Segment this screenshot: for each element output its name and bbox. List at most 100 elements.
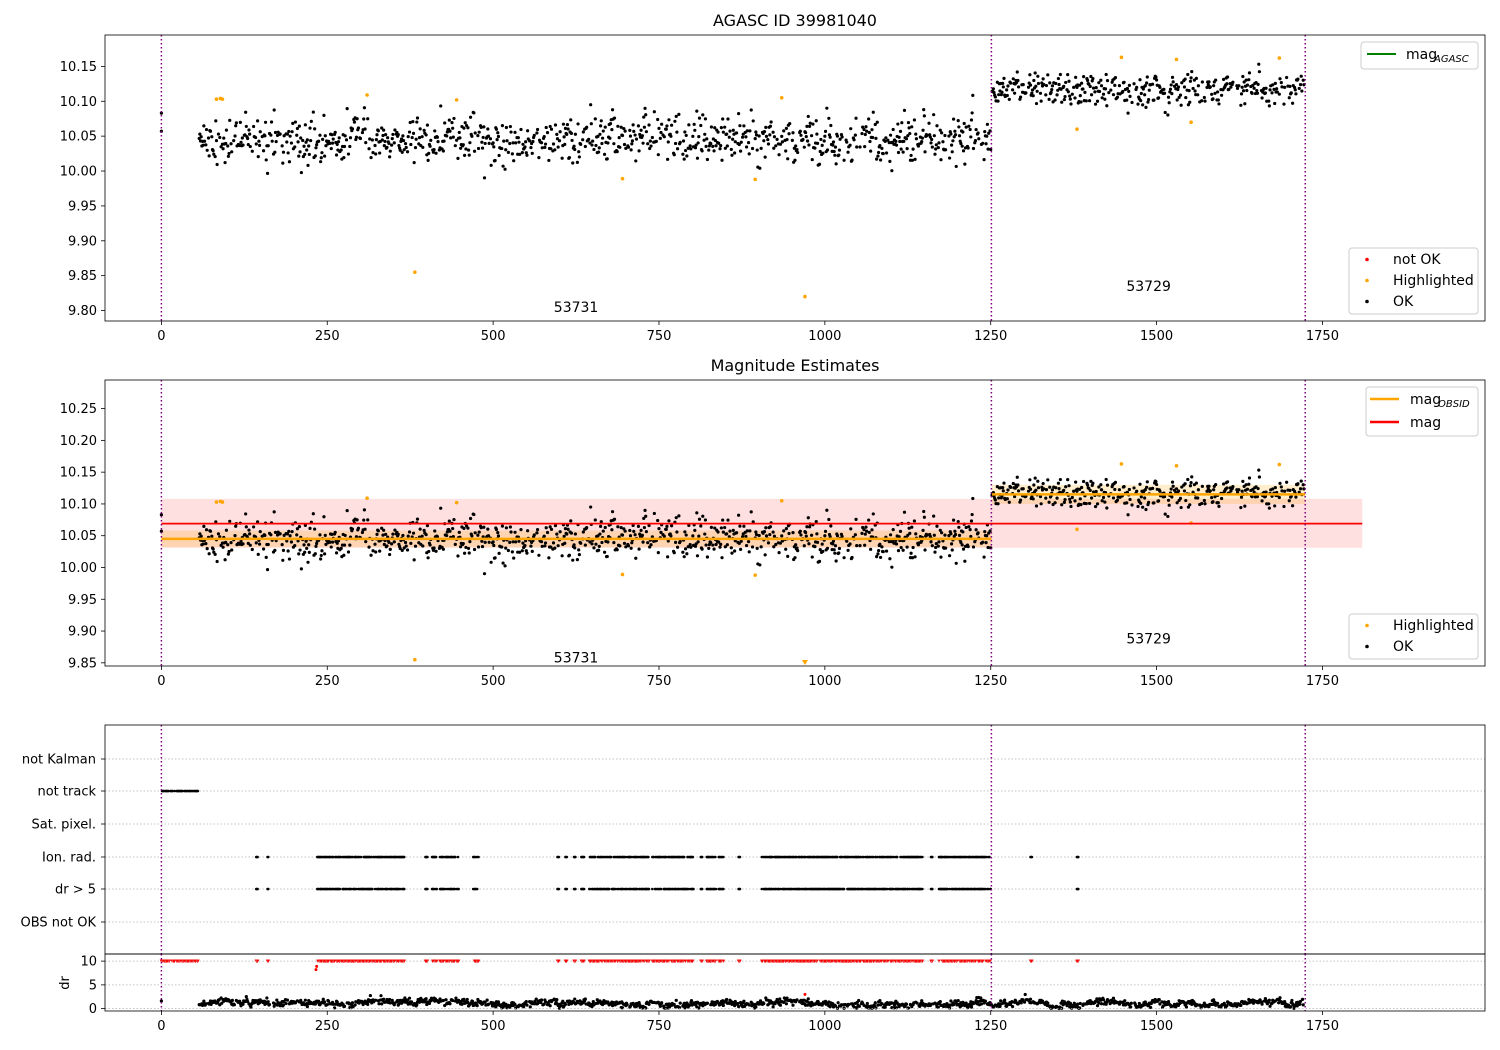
ok-point [906, 120, 911, 125]
ok-point [642, 516, 646, 520]
ok-point [667, 519, 671, 523]
ok-point [818, 548, 822, 552]
x-tick-label: 1000 [808, 674, 841, 689]
ok-point [1154, 480, 1158, 484]
ok-point [201, 542, 205, 546]
ok-point [254, 135, 258, 140]
ok-point [897, 535, 901, 539]
ok-point [342, 543, 347, 547]
highlighted-point [753, 177, 757, 182]
ok-point [1139, 495, 1143, 499]
dr-point [1011, 1004, 1015, 1009]
ok-point [286, 549, 290, 553]
flag-point [635, 887, 639, 891]
ok-point [307, 543, 311, 547]
ok-point [297, 525, 301, 529]
ok-point [255, 119, 260, 123]
ok-point [700, 547, 704, 551]
ok-point [697, 116, 702, 120]
dr-point [220, 1001, 224, 1005]
ok-point [264, 158, 268, 162]
ok-point [928, 135, 932, 139]
ok-point [1031, 497, 1035, 501]
ok-point [549, 545, 553, 549]
highlighted-point [620, 176, 625, 181]
ok-point [1033, 476, 1037, 480]
ok-point [871, 512, 875, 516]
ok-point [805, 124, 809, 128]
ok-point [333, 130, 337, 135]
ok-point [482, 176, 487, 180]
ok-point [657, 126, 661, 130]
dr-point [1028, 997, 1033, 1001]
ok-point [606, 141, 610, 145]
ok-point [319, 557, 323, 561]
ok-point [827, 116, 831, 120]
ok-point [303, 550, 307, 554]
ok-point [215, 162, 219, 167]
ok-point [299, 136, 303, 140]
ok-point [425, 524, 430, 528]
ok-point [605, 157, 609, 161]
ok-point [737, 541, 741, 545]
dr-point [444, 998, 448, 1002]
ok-point [1191, 86, 1195, 91]
ok-point [815, 141, 820, 146]
ok-point [333, 530, 337, 534]
ok-point [228, 118, 232, 122]
ok-point [581, 530, 585, 534]
ok-point [480, 140, 484, 144]
legend-entry-mag: mag [1370, 415, 1441, 431]
ok-point [817, 162, 822, 166]
ok-point [560, 156, 564, 160]
highlighted-point [1174, 57, 1179, 62]
ok-point [720, 158, 724, 162]
ok-point [572, 543, 576, 547]
ok-point [901, 150, 905, 154]
ok-point [894, 542, 899, 546]
ok-point [608, 136, 612, 140]
ok-point [529, 145, 533, 150]
ok-point [910, 556, 915, 560]
ok-point [258, 130, 262, 134]
ok-point [589, 103, 593, 107]
ok-point [457, 530, 461, 534]
ok-point [1058, 72, 1062, 77]
ok-point [238, 120, 242, 125]
ok-point [713, 526, 717, 530]
ok-point [396, 133, 400, 137]
ok-point [738, 149, 743, 153]
ok-point [898, 139, 902, 144]
flag-point [895, 855, 899, 859]
ok-point [435, 535, 439, 539]
ok-point [831, 140, 836, 144]
ok-point [420, 534, 424, 538]
ok-point [1015, 475, 1019, 479]
ok-point [1026, 489, 1031, 493]
ok-point [428, 144, 432, 148]
ok-point [462, 551, 467, 555]
flag-point [840, 855, 844, 859]
ok-point [329, 146, 333, 151]
ok-point [1214, 483, 1218, 487]
ok-point [870, 528, 874, 532]
ok-point [1208, 85, 1212, 89]
ok-point [1132, 486, 1136, 490]
ok-point [434, 151, 438, 155]
ok-point [974, 528, 978, 532]
ok-point [248, 543, 252, 547]
ok-point [688, 542, 692, 547]
dr-point [625, 1003, 629, 1007]
ok-point [348, 543, 352, 547]
ok-point [1217, 504, 1221, 508]
ok-point [691, 534, 695, 538]
ok-point [704, 543, 708, 547]
ok-point [1152, 98, 1156, 102]
ok-point [1032, 483, 1036, 487]
ok-point [403, 141, 408, 146]
ok-point [768, 525, 773, 529]
ok-point [1099, 78, 1103, 82]
ok-point [804, 135, 808, 139]
ok-point [907, 526, 911, 530]
ok-point [809, 134, 814, 138]
